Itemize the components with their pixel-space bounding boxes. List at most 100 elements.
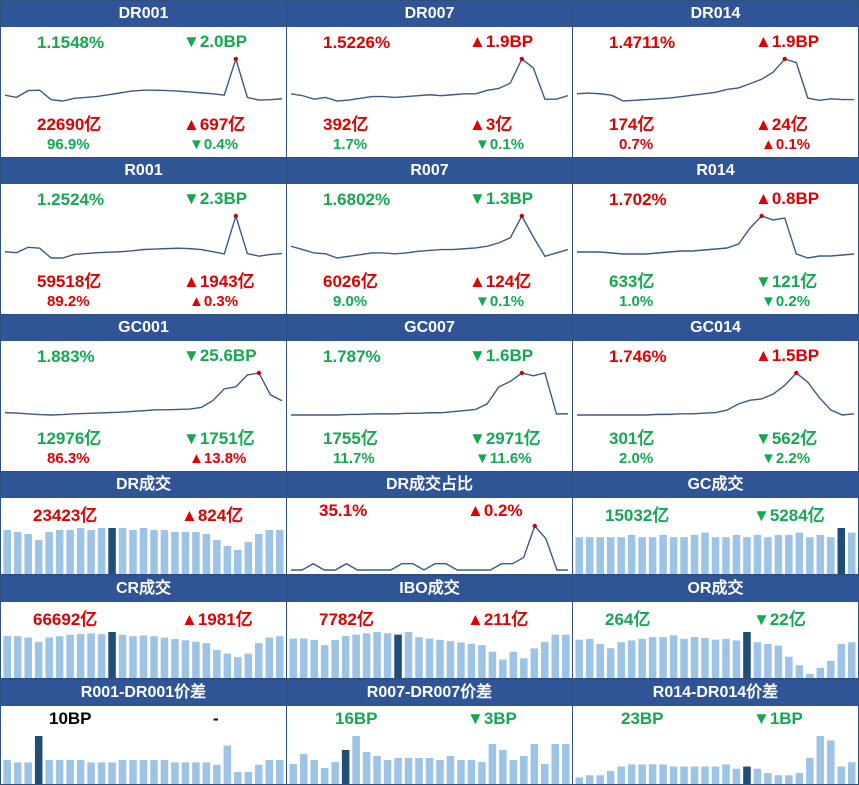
bar — [289, 764, 298, 784]
bar — [373, 756, 381, 784]
volume-value: 392亿 — [323, 115, 369, 134]
bar — [774, 534, 783, 574]
panel-right-value: ▼5284亿 — [753, 506, 825, 525]
peak-marker — [256, 370, 262, 376]
bar — [383, 760, 392, 784]
bar — [45, 532, 53, 574]
trend-line — [4, 372, 283, 416]
rate-panel-dr001: DR001 1.1548% ▼2.0BP 22690亿 ▲697亿 96.9% ▼0.4% — [0, 0, 287, 158]
share-value: 0.7% — [619, 136, 654, 153]
bar — [255, 534, 263, 574]
volume-panel-0: DR成交 23423亿 ▲824亿 — [0, 471, 287, 575]
bar — [383, 633, 392, 678]
bar — [34, 641, 43, 678]
bar — [362, 752, 371, 784]
trend-line — [4, 56, 283, 102]
bar — [320, 768, 329, 784]
bar — [795, 773, 804, 784]
bar — [764, 773, 772, 784]
bar — [690, 637, 699, 678]
bar — [541, 764, 549, 784]
bar — [129, 530, 137, 574]
bar — [478, 762, 486, 784]
bar — [108, 632, 116, 678]
bar — [457, 760, 465, 784]
bar — [606, 770, 615, 784]
bar — [617, 537, 625, 574]
trend-line — [576, 58, 854, 102]
trend-line-chart — [577, 370, 855, 416]
bar — [669, 635, 678, 678]
bar — [575, 777, 584, 784]
bar — [509, 651, 518, 678]
bar — [743, 766, 751, 784]
bar — [638, 638, 646, 678]
bar — [192, 532, 200, 574]
bar — [181, 532, 190, 574]
share-change: ▲0.1% — [761, 136, 811, 153]
bar — [255, 764, 263, 784]
rate-panel-dr007: DR007 1.5226% ▲1.9BP 392亿 ▲3亿 1.7% ▼0.1% — [286, 0, 573, 158]
volume-value: 6026亿 — [323, 272, 378, 291]
bar — [299, 754, 308, 784]
bar — [192, 762, 200, 784]
panel-left-value: 10BP — [49, 709, 92, 728]
share-change: ▲13.8% — [189, 450, 247, 467]
peak-marker — [794, 370, 799, 376]
rate-value: 1.746% — [609, 347, 667, 366]
bar — [795, 532, 804, 574]
bar — [331, 639, 339, 678]
bar — [827, 740, 835, 784]
panel-right-value: - — [213, 709, 219, 728]
bar — [575, 639, 584, 678]
bar — [234, 657, 242, 678]
panel-left-value: 15032亿 — [605, 506, 670, 525]
bar — [478, 645, 486, 678]
bar — [192, 641, 200, 678]
bar — [76, 634, 85, 678]
volume-value: 1755亿 — [323, 429, 378, 448]
bar — [202, 534, 211, 574]
peak-marker — [759, 213, 764, 219]
rate-change: ▼2.3BP — [183, 189, 248, 208]
rate-value: 1.6802% — [323, 190, 391, 209]
bar — [404, 758, 413, 784]
trend-line-chart — [577, 213, 855, 259]
bar — [732, 534, 741, 574]
bar — [837, 766, 846, 784]
share-change: ▼0.2% — [761, 293, 811, 310]
bar — [638, 537, 646, 574]
bar — [34, 736, 43, 784]
trend-line — [290, 57, 569, 102]
bar — [561, 744, 570, 784]
rate-panel-gc001: GC001 1.883% ▼25.6BP 12976亿 ▼1751亿 86.3% ▲13.8… — [0, 314, 287, 472]
bar — [467, 760, 476, 784]
share-change: ▼0.1% — [475, 136, 525, 153]
bar — [774, 775, 783, 784]
bar — [244, 542, 253, 574]
bar — [362, 633, 371, 678]
peak-marker — [233, 56, 239, 62]
trend-line — [291, 524, 568, 571]
bar — [627, 640, 636, 678]
bar — [690, 534, 699, 574]
bar — [76, 760, 85, 784]
bar — [275, 636, 284, 678]
panel-title: R014-DR014价差 — [573, 680, 858, 706]
bar — [24, 637, 32, 678]
bar — [171, 532, 179, 574]
bar — [244, 653, 253, 678]
panel-right-value: ▲211亿 — [467, 610, 529, 629]
bar-chart — [289, 736, 570, 784]
rate-value: 1.2524% — [37, 190, 105, 209]
bar — [3, 760, 12, 784]
bar — [722, 537, 730, 574]
bar — [45, 760, 53, 784]
bar — [108, 528, 116, 574]
bar — [24, 762, 32, 784]
bar — [213, 764, 221, 784]
trend-line-chart — [290, 56, 569, 102]
rate-panel-gc014: GC014 1.746% ▲1.5BP 301亿 ▼562亿 2.0% ▼2.2% — [572, 314, 859, 472]
panel-title: DR成交占比 — [287, 472, 572, 498]
rate-value: 1.702% — [609, 190, 667, 209]
